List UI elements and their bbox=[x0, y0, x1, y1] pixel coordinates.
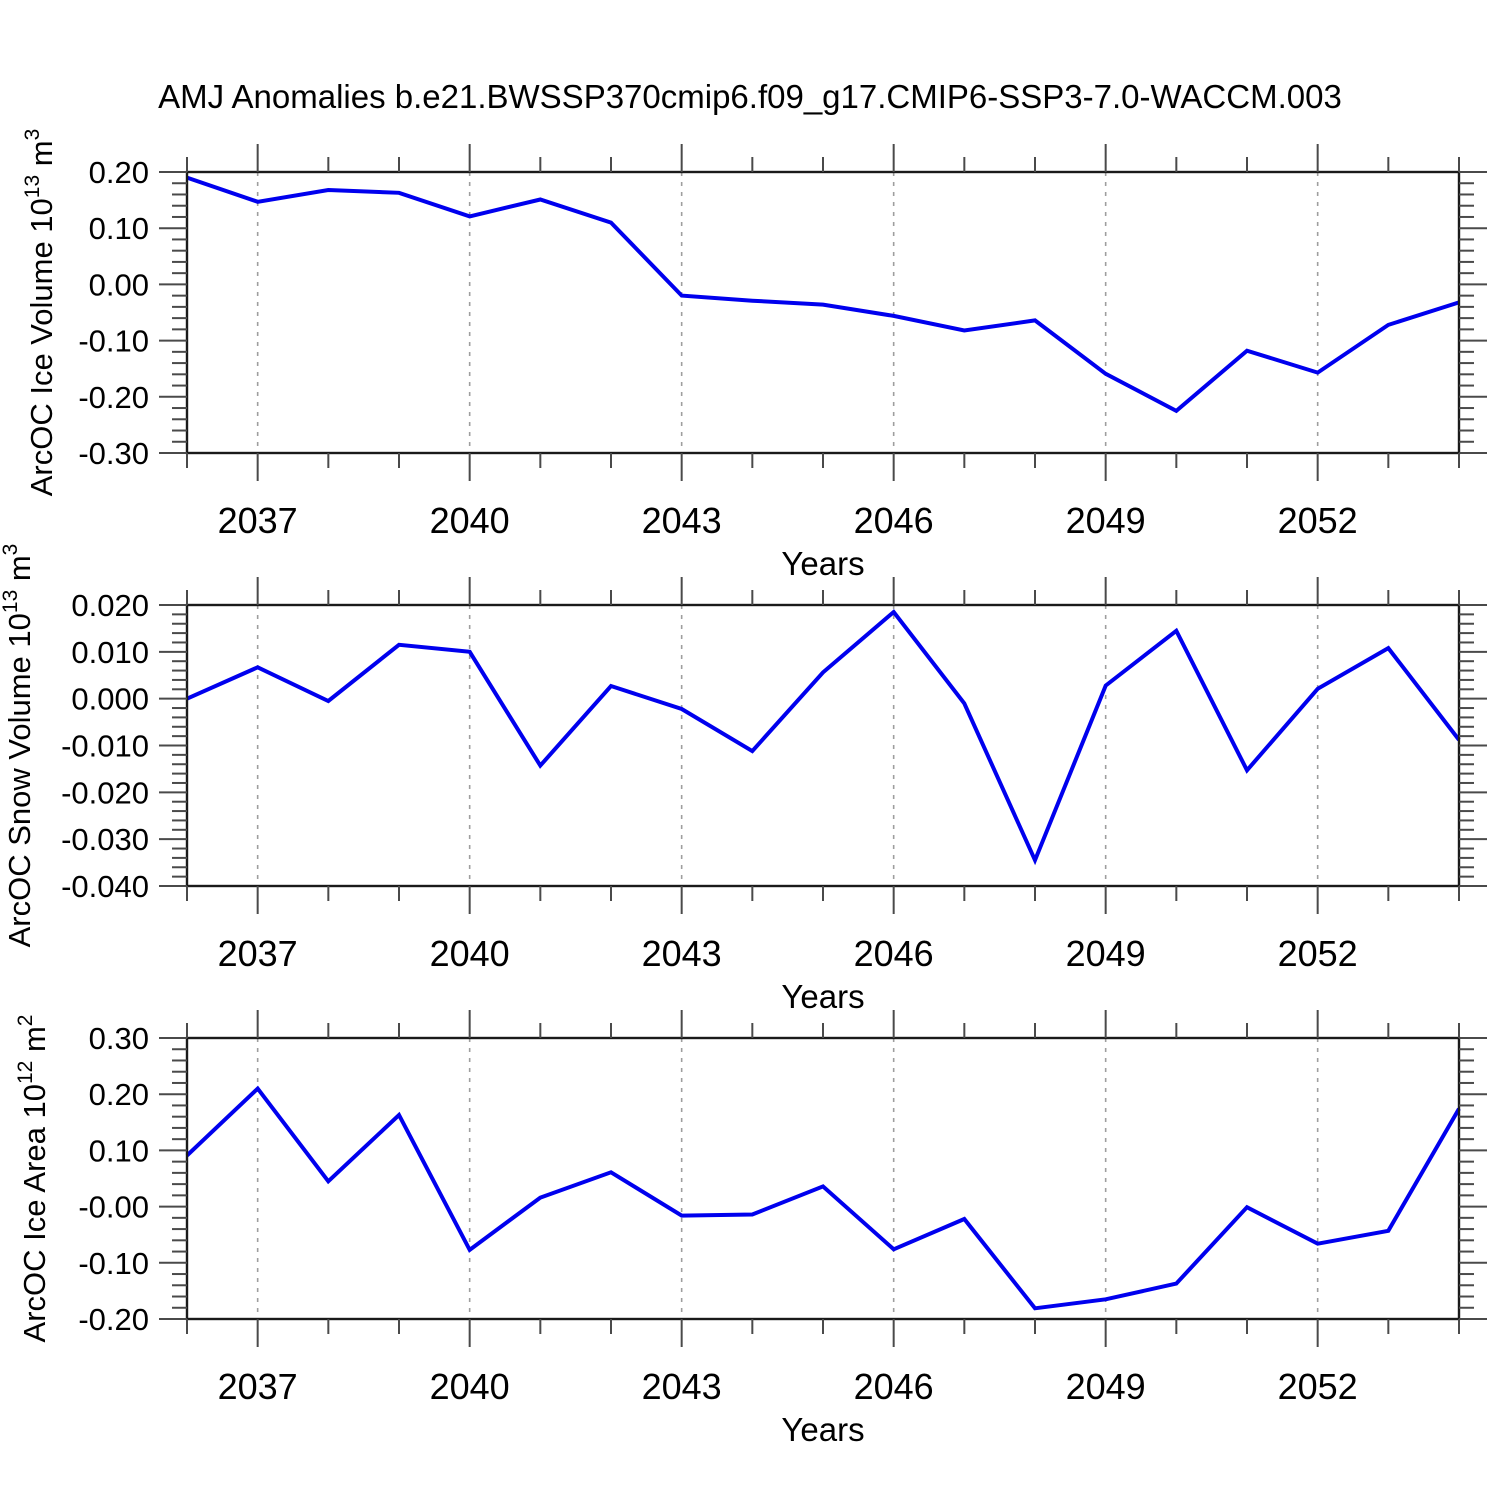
y-tick-label: -0.030 bbox=[61, 822, 149, 857]
plot-box bbox=[185, 1036, 1461, 1321]
x-tick-label: 2043 bbox=[642, 1366, 722, 1407]
y-tick-label: -0.00 bbox=[78, 1190, 149, 1225]
x-tick-label: 2049 bbox=[1066, 933, 1146, 974]
y-axis-title-snow-volume: ArcOC Snow Volume 1013 m3 bbox=[0, 544, 37, 948]
x-tick-label: 2046 bbox=[854, 500, 934, 541]
chart-title: AMJ Anomalies b.e21.BWSSP370cmip6.f09_g1… bbox=[158, 78, 1342, 115]
y-tick-label: -0.10 bbox=[78, 324, 149, 359]
y-tick-label: 0.30 bbox=[89, 1021, 149, 1056]
x-tick-label: 2040 bbox=[430, 500, 510, 541]
x-tick-label: 2043 bbox=[642, 500, 722, 541]
panel-snow-volume: 0.020 0.010 0.000 -0.010 -0.020 -0.030 -0.040 2… bbox=[0, 544, 1487, 1015]
panel-ice-volume: 0.20 0.10 0.00 -0.10 -0.20 -0.30 2037 2040 2043 2… bbox=[21, 129, 1487, 582]
y-tick-label: -0.040 bbox=[61, 869, 149, 904]
x-tick-label: 2037 bbox=[218, 933, 298, 974]
y-tick-label: -0.020 bbox=[61, 775, 149, 810]
x-tick-label: 2046 bbox=[854, 1366, 934, 1407]
x-axis-title: Years bbox=[781, 545, 864, 582]
x-axis-title: Years bbox=[781, 1411, 864, 1448]
x-tick-label: 2052 bbox=[1278, 933, 1358, 974]
y-tick-label: 0.10 bbox=[89, 1133, 149, 1168]
data-line-ice-volume bbox=[186, 175, 1460, 414]
x-tick-label: 2052 bbox=[1278, 1366, 1358, 1407]
y-tick-label: -0.10 bbox=[78, 1246, 149, 1281]
x-tick-label: 2049 bbox=[1066, 1366, 1146, 1407]
panels-group: 0.20 0.10 0.00 -0.10 -0.20 -0.30 2037 2040 2043 2… bbox=[0, 129, 1487, 1448]
y-tick-label: -0.010 bbox=[61, 729, 149, 764]
y-tick-label: 0.00 bbox=[89, 267, 149, 302]
panel-ice-area: 0.30 0.20 0.10 -0.00 -0.10 -0.20 2037 2040 2043 2… bbox=[14, 1010, 1487, 1448]
y-tick-label: -0.30 bbox=[78, 436, 149, 471]
x-tick-label: 2043 bbox=[642, 933, 722, 974]
y-tick-label: 0.20 bbox=[89, 155, 149, 190]
y-axis-title-ice-area: ArcOC Ice Area 1012 m2 bbox=[14, 1015, 52, 1343]
y-tick-label: -0.20 bbox=[78, 380, 149, 415]
y-tick-label: 0.000 bbox=[71, 682, 149, 717]
y-tick-label: 0.10 bbox=[89, 211, 149, 246]
plot-box bbox=[185, 170, 1461, 455]
x-tick-label: 2037 bbox=[218, 1366, 298, 1407]
x-tick-label: 2040 bbox=[430, 1366, 510, 1407]
y-tick-label: 0.010 bbox=[71, 635, 149, 670]
x-tick-label: 2046 bbox=[854, 933, 934, 974]
x-tick-label: 2037 bbox=[218, 500, 298, 541]
x-tick-label: 2049 bbox=[1066, 500, 1146, 541]
x-tick-label: 2040 bbox=[430, 933, 510, 974]
x-tick-label: 2052 bbox=[1278, 500, 1358, 541]
data-line-snow-volume bbox=[186, 609, 1461, 866]
data-line-ice-area bbox=[185, 1085, 1461, 1311]
y-tick-label: 0.20 bbox=[89, 1077, 149, 1112]
y-tick-label: 0.020 bbox=[71, 588, 149, 623]
x-axis-title: Years bbox=[781, 978, 864, 1015]
y-tick-label: -0.20 bbox=[78, 1302, 149, 1337]
y-axis-title-ice-volume: ArcOC Ice Volume 1013 m3 bbox=[21, 129, 59, 497]
